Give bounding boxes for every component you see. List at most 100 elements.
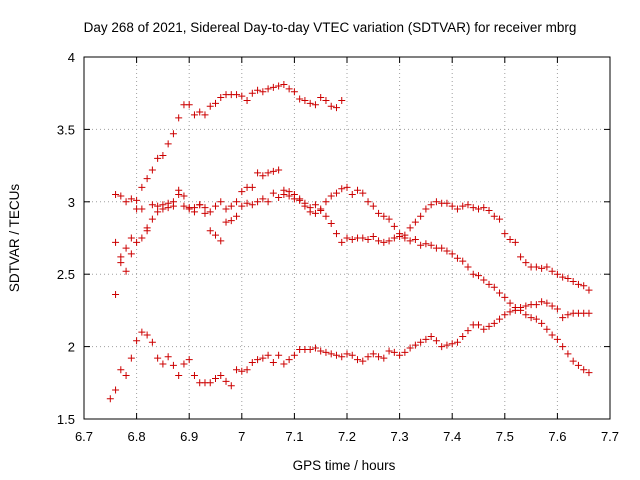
data-point xyxy=(506,235,514,243)
data-point xyxy=(259,88,267,96)
data-point xyxy=(296,195,304,203)
y-tick-label: 3.5 xyxy=(57,122,75,137)
data-point xyxy=(332,189,340,197)
data-point xyxy=(243,199,251,207)
data-point xyxy=(517,253,525,261)
data-point xyxy=(569,277,577,285)
data-point xyxy=(227,202,235,210)
data-point xyxy=(522,259,530,267)
data-point xyxy=(259,172,267,180)
data-point xyxy=(438,343,446,351)
y-axis-label: SDTVAR / TECUs xyxy=(7,184,22,293)
data-point xyxy=(401,231,409,239)
data-point xyxy=(280,360,288,368)
data-point xyxy=(243,366,251,374)
data-point xyxy=(148,166,156,174)
data-point xyxy=(390,348,398,356)
data-point xyxy=(122,244,130,252)
data-point xyxy=(553,270,561,278)
data-point xyxy=(290,88,298,96)
data-point xyxy=(217,198,225,206)
data-point xyxy=(585,309,593,317)
data-point xyxy=(385,347,393,355)
data-point xyxy=(222,205,230,213)
data-point xyxy=(280,81,288,89)
data-point xyxy=(269,359,277,367)
data-point xyxy=(506,308,514,316)
data-point xyxy=(359,357,367,365)
data-point xyxy=(285,356,293,364)
data-point xyxy=(212,374,219,382)
data-point xyxy=(390,222,398,230)
data-point xyxy=(490,212,498,220)
data-point xyxy=(401,348,409,356)
data-point xyxy=(559,273,567,281)
data-point xyxy=(332,351,340,359)
data-point xyxy=(496,289,504,297)
data-point xyxy=(364,235,372,243)
data-point xyxy=(490,319,498,327)
data-point xyxy=(501,311,509,319)
data-point xyxy=(254,86,262,94)
data-point xyxy=(117,366,125,374)
data-point xyxy=(133,196,141,204)
data-point xyxy=(532,315,540,323)
data-point xyxy=(217,237,225,245)
data-series xyxy=(112,81,346,298)
data-point xyxy=(322,212,330,220)
data-point xyxy=(338,96,346,104)
data-point xyxy=(532,263,540,271)
data-point xyxy=(490,283,498,291)
data-point xyxy=(138,183,146,191)
axis-ticks: 6.7 6.8 6.9 7 7.1 7.2 7.3 7.4 7.5 7.6 7.7 1.5 2 2.5 3 3… xyxy=(57,50,619,444)
data-point xyxy=(517,304,525,312)
data-point xyxy=(348,351,356,359)
data-point xyxy=(469,270,477,278)
data-point xyxy=(443,341,451,349)
data-point xyxy=(501,230,509,238)
data-point xyxy=(133,238,141,246)
data-point xyxy=(259,354,267,362)
data-point xyxy=(580,366,588,374)
data-point xyxy=(143,227,151,235)
data-point xyxy=(127,234,135,242)
data-point xyxy=(574,280,582,288)
data-point xyxy=(448,202,456,210)
data-point xyxy=(417,241,425,249)
data-point xyxy=(485,280,493,288)
data-point xyxy=(348,191,356,199)
data-point xyxy=(169,202,177,210)
data-point xyxy=(285,85,293,93)
data-point xyxy=(117,192,125,200)
data-point xyxy=(369,350,377,358)
data-point xyxy=(238,188,246,196)
data-point xyxy=(564,275,572,283)
y-tick-label: 1.5 xyxy=(57,412,75,427)
data-point xyxy=(169,361,177,369)
data-point xyxy=(543,325,551,333)
data-point xyxy=(406,224,414,232)
data-point xyxy=(238,367,246,375)
data-point xyxy=(322,198,330,206)
data-point xyxy=(453,254,461,262)
data-point xyxy=(264,198,272,206)
data-point xyxy=(506,299,514,307)
data-point xyxy=(185,205,193,213)
data-series xyxy=(112,189,593,377)
data-point xyxy=(427,332,435,340)
data-point xyxy=(380,354,388,362)
data-point xyxy=(112,191,120,199)
data-points xyxy=(106,81,593,403)
data-point xyxy=(354,186,362,194)
data-point xyxy=(159,151,167,159)
y-tick-label: 3 xyxy=(68,195,75,210)
data-point xyxy=(127,250,135,258)
data-point xyxy=(411,235,419,243)
data-point xyxy=(364,353,372,361)
data-point xyxy=(306,99,314,107)
data-point xyxy=(543,263,551,271)
data-point xyxy=(564,311,572,319)
data-point xyxy=(248,183,256,191)
data-point xyxy=(212,231,219,239)
data-point xyxy=(269,167,277,175)
